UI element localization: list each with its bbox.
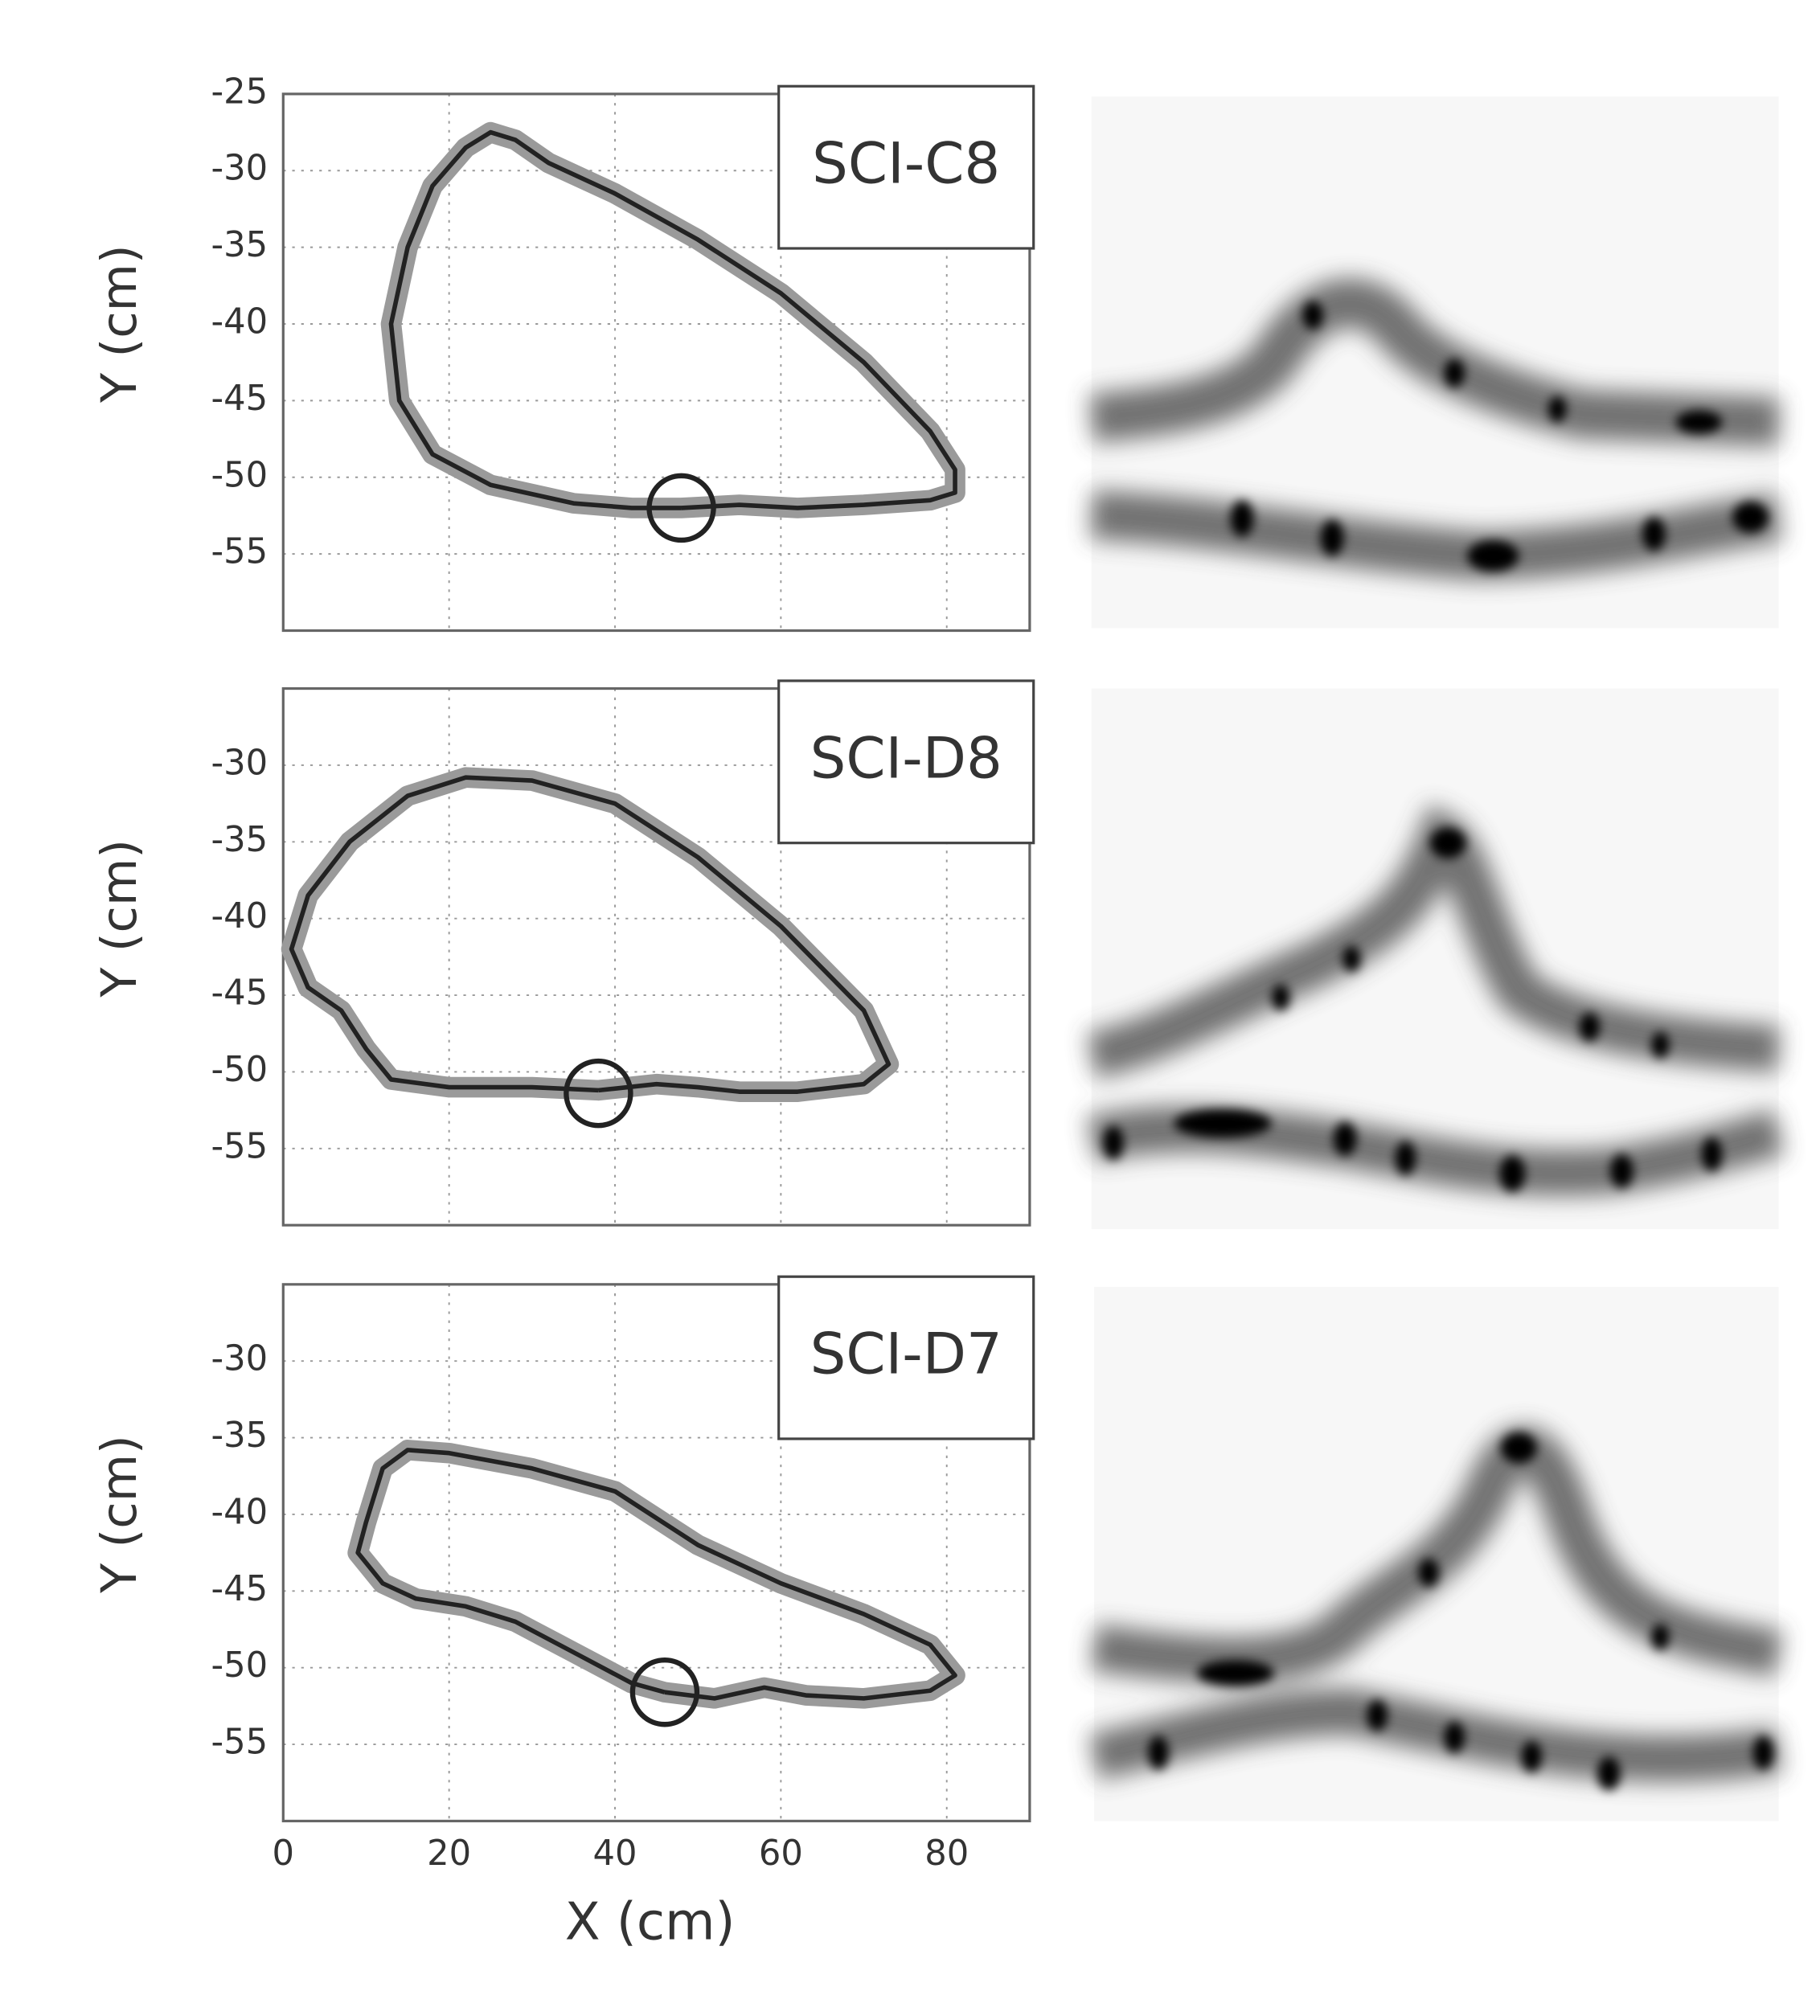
y-tick-label: -50 — [211, 1645, 268, 1686]
y-tick-label: -45 — [211, 973, 268, 1014]
y-tick-label: -40 — [211, 1492, 268, 1532]
y-axis-label: Y (cm) — [92, 839, 148, 998]
y-tick-label: -50 — [211, 455, 268, 495]
x-tick-label: 60 — [759, 1834, 803, 1874]
heatmap — [1088, 1287, 1783, 1821]
x-tick-label: 80 — [924, 1834, 969, 1874]
x-tick-label: 20 — [427, 1834, 471, 1874]
y-tick-label: -35 — [211, 1416, 268, 1456]
y-tick-label: -45 — [211, 379, 268, 419]
axes-frame — [281, 92, 1031, 633]
annotation-box — [777, 84, 1035, 250]
heatmap — [1088, 96, 1782, 629]
x-axis-label: X (cm) — [565, 1893, 736, 1952]
y-tick-label: -55 — [211, 1126, 268, 1166]
position-marker — [646, 473, 716, 543]
y-tick-label: -35 — [211, 820, 268, 860]
annotation-box — [777, 679, 1035, 845]
y-tick-label: -55 — [211, 1723, 268, 1763]
y-tick-label: -50 — [211, 1050, 268, 1090]
panel: -30 -35 -40 -45 -50 -55 0 20 40 60 80 SCI-D7 Y (cm) X… — [92, 1275, 1035, 1952]
y-tick-label: -30 — [211, 149, 268, 189]
axes-frame — [281, 1283, 1031, 1823]
y-tick-label: -40 — [211, 302, 268, 342]
annotation: SCI-D7 — [810, 1321, 1002, 1387]
y-tick-label: -40 — [211, 896, 268, 936]
x-tick-label: 40 — [593, 1834, 637, 1874]
trajectory-line — [289, 775, 892, 1094]
position-marker — [564, 1058, 633, 1129]
y-axis-label: Y (cm) — [92, 1435, 148, 1594]
trajectory-line — [388, 129, 957, 510]
axes-frame — [281, 686, 1031, 1227]
x-tick-label: 0 — [273, 1834, 295, 1874]
y-tick-label: -30 — [211, 743, 268, 783]
y-axis-label: Y (cm) — [92, 244, 148, 404]
panel: -30 -35 -40 -45 -50 -55 SCI-D8 Y (cm) — [92, 679, 1035, 1227]
annotation: SCI-C8 — [812, 131, 1000, 197]
annotation: SCI-D8 — [810, 725, 1002, 791]
y-tick-label: -55 — [211, 532, 268, 572]
y-tick-label: -45 — [211, 1569, 268, 1609]
panel: -25 -30 -35 -40 -45 -50 -55 SCI-C8 Y (cm) — [92, 72, 1035, 633]
trajectory-line — [355, 1448, 957, 1701]
y-tick-label: -25 — [211, 72, 268, 112]
annotation-box — [777, 1275, 1035, 1440]
y-tick-label: -30 — [211, 1339, 268, 1379]
y-tick-label: -35 — [211, 225, 268, 265]
heatmap — [1086, 688, 1785, 1229]
position-marker — [629, 1657, 700, 1727]
